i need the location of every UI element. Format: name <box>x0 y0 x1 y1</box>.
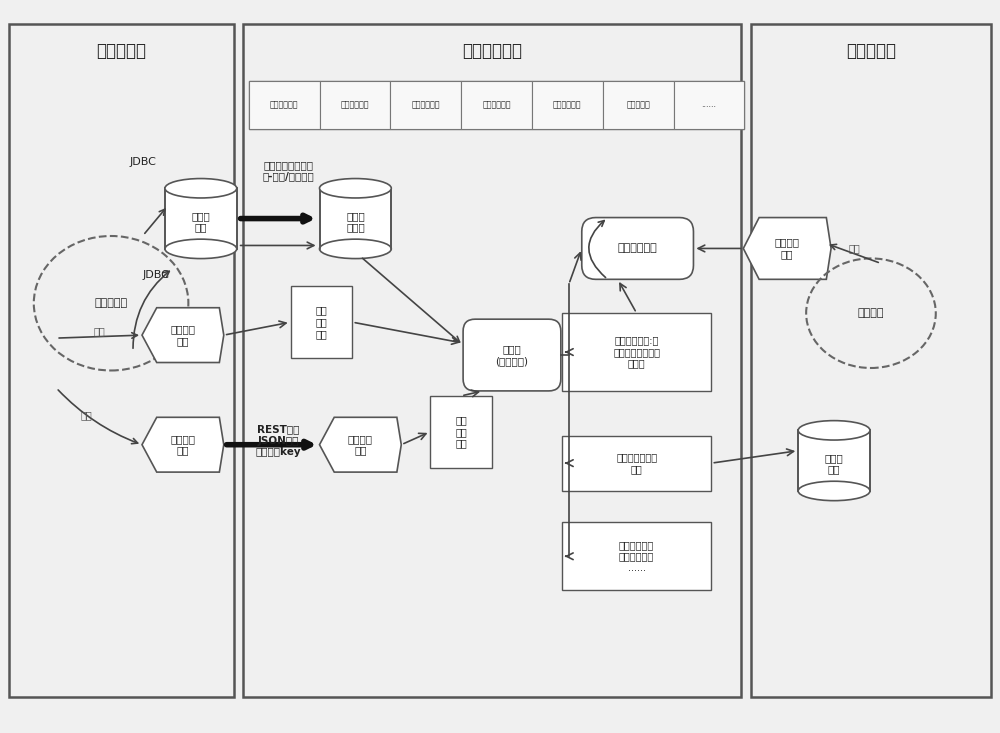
Text: 数据库专用同步工
具-全量/增量推送: 数据库专用同步工 具-全量/增量推送 <box>263 160 314 182</box>
Polygon shape <box>142 308 224 363</box>
Ellipse shape <box>165 239 237 259</box>
Text: 数据访问
接口: 数据访问 接口 <box>775 237 800 259</box>
Text: 业务系统: 业务系统 <box>858 308 884 318</box>
Text: 各业务系统: 各业务系统 <box>95 298 128 309</box>
Text: 数据备份任务
数据统计任务
......: 数据备份任务 数据统计任务 ...... <box>619 539 654 573</box>
FancyBboxPatch shape <box>582 218 693 279</box>
Ellipse shape <box>165 179 237 198</box>
Text: 数据使用方: 数据使用方 <box>846 43 896 60</box>
Text: 数据资源管理: 数据资源管理 <box>482 100 511 109</box>
FancyBboxPatch shape <box>562 523 711 590</box>
Ellipse shape <box>798 482 870 501</box>
FancyBboxPatch shape <box>674 81 744 129</box>
Text: 文件上传
接口: 文件上传 接口 <box>170 324 195 346</box>
Text: 前置机数据推送
任务: 前置机数据推送 任务 <box>616 452 657 474</box>
Text: 数据
转发
服务: 数据 转发 服务 <box>455 415 467 449</box>
FancyBboxPatch shape <box>461 81 532 129</box>
Text: 数据权限管理: 数据权限管理 <box>553 100 582 109</box>
Text: 前置机
数据库: 前置机 数据库 <box>346 211 365 232</box>
Text: JDBC: JDBC <box>143 270 169 280</box>
Polygon shape <box>743 218 831 279</box>
FancyBboxPatch shape <box>249 81 744 129</box>
Text: 调用: 调用 <box>93 326 105 336</box>
FancyBboxPatch shape <box>291 287 352 358</box>
Text: 数据交换平台: 数据交换平台 <box>462 43 522 60</box>
Polygon shape <box>142 417 224 472</box>
Text: 系统数
据库: 系统数 据库 <box>825 453 843 474</box>
Text: 前置机管理: 前置机管理 <box>626 100 650 109</box>
FancyBboxPatch shape <box>390 81 461 129</box>
Text: 数据清洗任务:按
照标准规范建立数
据资源: 数据清洗任务:按 照标准规范建立数 据资源 <box>613 336 660 369</box>
Text: 数据
提取
服务: 数据 提取 服务 <box>316 306 327 339</box>
Text: 调用: 调用 <box>848 243 860 254</box>
Text: 调用: 调用 <box>80 410 92 420</box>
Bar <box>165 188 237 249</box>
FancyBboxPatch shape <box>249 81 320 129</box>
Text: JDBC: JDBC <box>130 157 156 167</box>
FancyBboxPatch shape <box>603 81 674 129</box>
Text: ......: ...... <box>701 100 716 109</box>
Text: 数据目录管理: 数据目录管理 <box>411 100 440 109</box>
Bar <box>320 188 391 249</box>
Ellipse shape <box>320 239 391 259</box>
FancyBboxPatch shape <box>532 81 603 129</box>
Text: 数据节点管理: 数据节点管理 <box>341 100 369 109</box>
Ellipse shape <box>798 421 870 440</box>
Text: 数据提供方: 数据提供方 <box>96 43 146 60</box>
Text: 数据任务管理: 数据任务管理 <box>270 100 298 109</box>
FancyBboxPatch shape <box>9 24 234 697</box>
Text: 系统数
据库: 系统数 据库 <box>191 211 210 232</box>
Text: REST方式
JSON格式
携带访问key: REST方式 JSON格式 携带访问key <box>256 424 301 457</box>
Text: 数据共享服务: 数据共享服务 <box>618 243 657 254</box>
Text: 交换库
(原始数据): 交换库 (原始数据) <box>495 345 528 366</box>
Ellipse shape <box>320 179 391 198</box>
FancyBboxPatch shape <box>751 24 991 697</box>
FancyBboxPatch shape <box>430 396 492 468</box>
Bar <box>798 430 870 491</box>
Polygon shape <box>320 417 401 472</box>
FancyBboxPatch shape <box>463 319 561 391</box>
FancyBboxPatch shape <box>562 313 711 391</box>
FancyBboxPatch shape <box>562 435 711 490</box>
FancyBboxPatch shape <box>320 81 390 129</box>
FancyBboxPatch shape <box>243 24 741 697</box>
Text: 数据接收
接口: 数据接收 接口 <box>348 434 373 455</box>
Text: 数据提交
接口: 数据提交 接口 <box>170 434 195 455</box>
